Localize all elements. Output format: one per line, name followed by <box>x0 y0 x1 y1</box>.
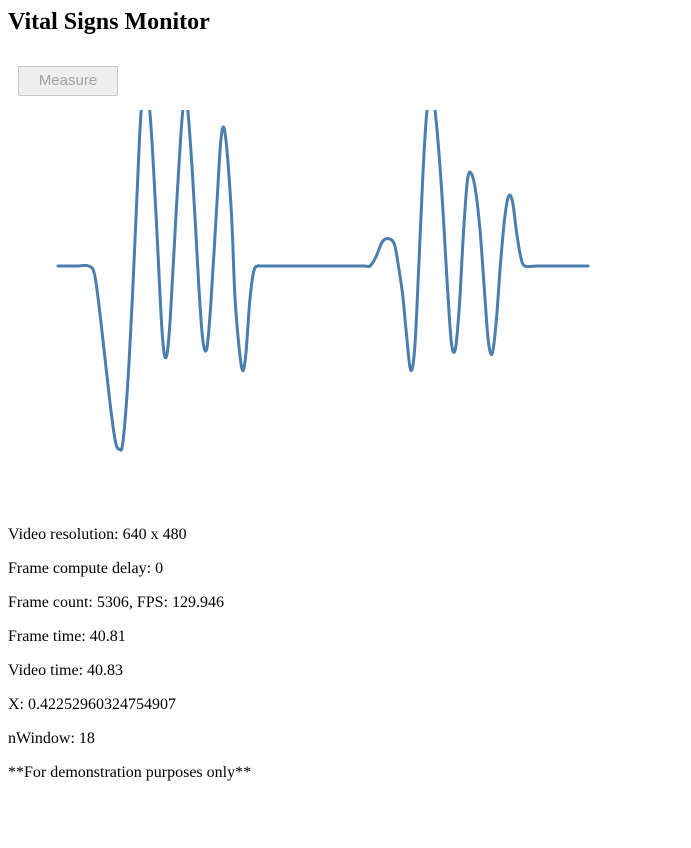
waveform-line <box>56 110 590 452</box>
n-window-text: nWindow: 18 <box>8 730 95 747</box>
frame-count-fps-text: Frame count: 5306, FPS: 129.946 <box>8 594 225 611</box>
frame-time-text: Frame time: 40.81 <box>8 628 126 645</box>
x-value-text: X: 0.42252960324754907 <box>8 696 176 713</box>
video-resolution-text: Video resolution: 640 x 480 <box>8 526 187 543</box>
video-time-text: Video time: 40.83 <box>8 662 124 679</box>
frame-compute-delay-text: Frame compute delay: 0 <box>8 560 164 577</box>
waveform-chart <box>56 110 590 452</box>
disclaimer-text: **For demonstration purposes only** <box>8 764 252 781</box>
page-title: Vital Signs Monitor <box>8 9 210 35</box>
measure-button[interactable]: Measure <box>18 66 118 96</box>
